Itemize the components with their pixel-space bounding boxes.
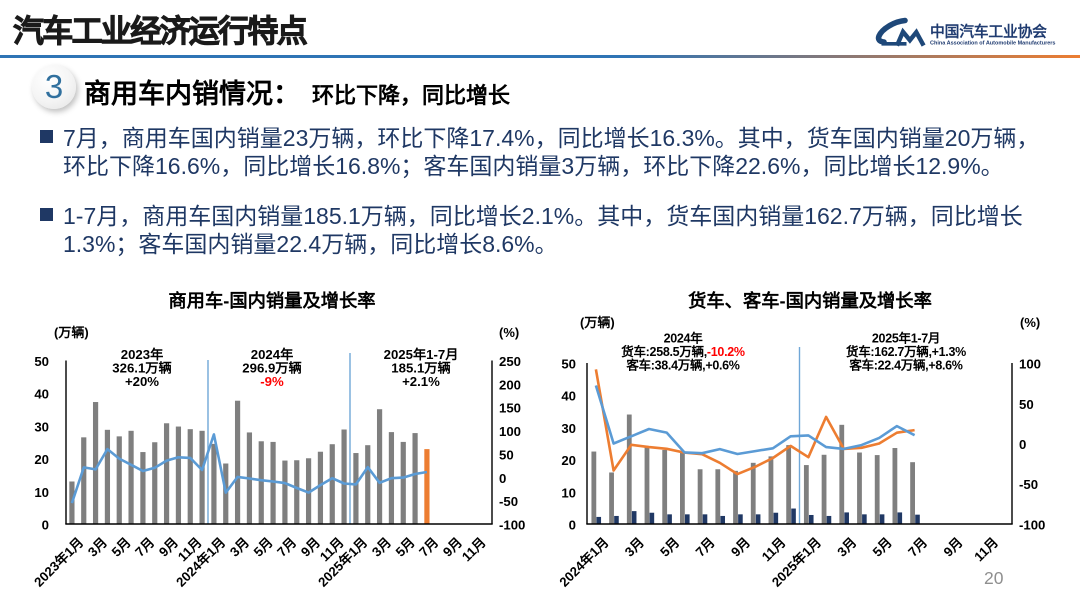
svg-text:-100: -100 (1019, 518, 1045, 533)
svg-text:3月: 3月 (622, 535, 647, 560)
svg-text:(%): (%) (499, 325, 519, 340)
svg-text:3月: 3月 (85, 535, 110, 560)
svg-text:货车、客车-国内销量及增长率: 货车、客车-国内销量及增长率 (688, 290, 932, 311)
svg-text:客车:38.4万辆,+0.6%: 客车:38.4万辆,+0.6% (625, 358, 739, 373)
svg-text:0: 0 (499, 471, 506, 486)
svg-text:3月: 3月 (369, 535, 394, 560)
svg-text:货车:162.7万辆,+1.3%: 货车:162.7万辆,+1.3% (846, 344, 966, 359)
svg-text:5月: 5月 (393, 535, 418, 560)
svg-text:7月: 7月 (693, 535, 718, 560)
svg-text:-50: -50 (1019, 477, 1038, 492)
svg-text:2024年1月: 2024年1月 (556, 534, 612, 590)
svg-text:100: 100 (1019, 357, 1041, 372)
svg-text:2023年: 2023年 (121, 346, 164, 362)
svg-text:326.1万辆: 326.1万辆 (112, 360, 171, 376)
svg-text:50: 50 (561, 357, 576, 372)
svg-text:(万辆): (万辆) (580, 315, 615, 330)
svg-text:2024年: 2024年 (664, 331, 704, 346)
svg-text:客车:22.4万辆,+8.6%: 客车:22.4万辆,+8.6% (848, 358, 962, 373)
svg-text:20: 20 (34, 452, 49, 467)
svg-text:100: 100 (499, 424, 521, 439)
svg-text:-9%: -9% (260, 374, 284, 389)
svg-text:30: 30 (34, 419, 49, 434)
svg-text:9月: 9月 (940, 535, 965, 560)
svg-text:+2.1%: +2.1% (402, 374, 440, 389)
svg-text:0: 0 (569, 518, 576, 533)
svg-text:30: 30 (561, 421, 576, 436)
svg-text:5月: 5月 (870, 535, 895, 560)
svg-text:5月: 5月 (657, 535, 682, 560)
svg-text:250: 250 (499, 354, 521, 369)
svg-text:11月: 11月 (459, 535, 489, 565)
svg-text:-50: -50 (499, 494, 518, 509)
svg-text:185.1万辆: 185.1万辆 (391, 360, 450, 376)
svg-text:-100: -100 (499, 518, 525, 533)
svg-text:2025年1-7月: 2025年1-7月 (872, 331, 940, 346)
svg-text:+20%: +20% (125, 374, 159, 389)
svg-text:50: 50 (499, 447, 514, 462)
svg-text:3月: 3月 (227, 535, 252, 560)
svg-text:7月: 7月 (416, 535, 441, 560)
svg-text:5月: 5月 (109, 535, 134, 560)
svg-text:40: 40 (561, 389, 576, 404)
svg-text:7月: 7月 (274, 535, 299, 560)
svg-text:10: 10 (34, 485, 49, 500)
svg-text:40: 40 (34, 387, 49, 402)
svg-text:9月: 9月 (728, 535, 753, 560)
svg-text:0: 0 (42, 518, 49, 533)
svg-text:2023年1月: 2023年1月 (30, 534, 86, 590)
svg-text:200: 200 (499, 377, 521, 392)
svg-text:(%): (%) (1020, 315, 1040, 330)
svg-text:3月: 3月 (834, 535, 859, 560)
svg-text:11月: 11月 (971, 535, 1001, 565)
svg-text:2024年: 2024年 (251, 346, 294, 362)
svg-text:10: 10 (561, 485, 576, 500)
svg-text:中国汽车工业协会: 中国汽车工业协会 (930, 23, 1047, 41)
svg-text:货车:258.5万辆,-10.2%: 货车:258.5万辆,-10.2% (621, 344, 745, 359)
svg-text:商用车-国内销量及增长率: 商用车-国内销量及增长率 (168, 290, 375, 311)
svg-text:0: 0 (1019, 437, 1026, 452)
svg-text:11月: 11月 (759, 535, 789, 565)
svg-text:(万辆): (万辆) (54, 325, 89, 340)
svg-text:China Association of Automobil: China Association of Automobile Manufact… (930, 41, 1056, 47)
svg-text:5月: 5月 (251, 535, 276, 560)
svg-text:2025年1-7月: 2025年1-7月 (384, 346, 459, 362)
svg-text:50: 50 (34, 354, 49, 369)
svg-text:296.9万辆: 296.9万辆 (242, 360, 301, 376)
svg-text:20: 20 (561, 453, 576, 468)
svg-text:150: 150 (499, 401, 521, 416)
svg-text:50: 50 (1019, 397, 1034, 412)
svg-text:7月: 7月 (905, 535, 930, 560)
svg-text:7月: 7月 (132, 535, 157, 560)
